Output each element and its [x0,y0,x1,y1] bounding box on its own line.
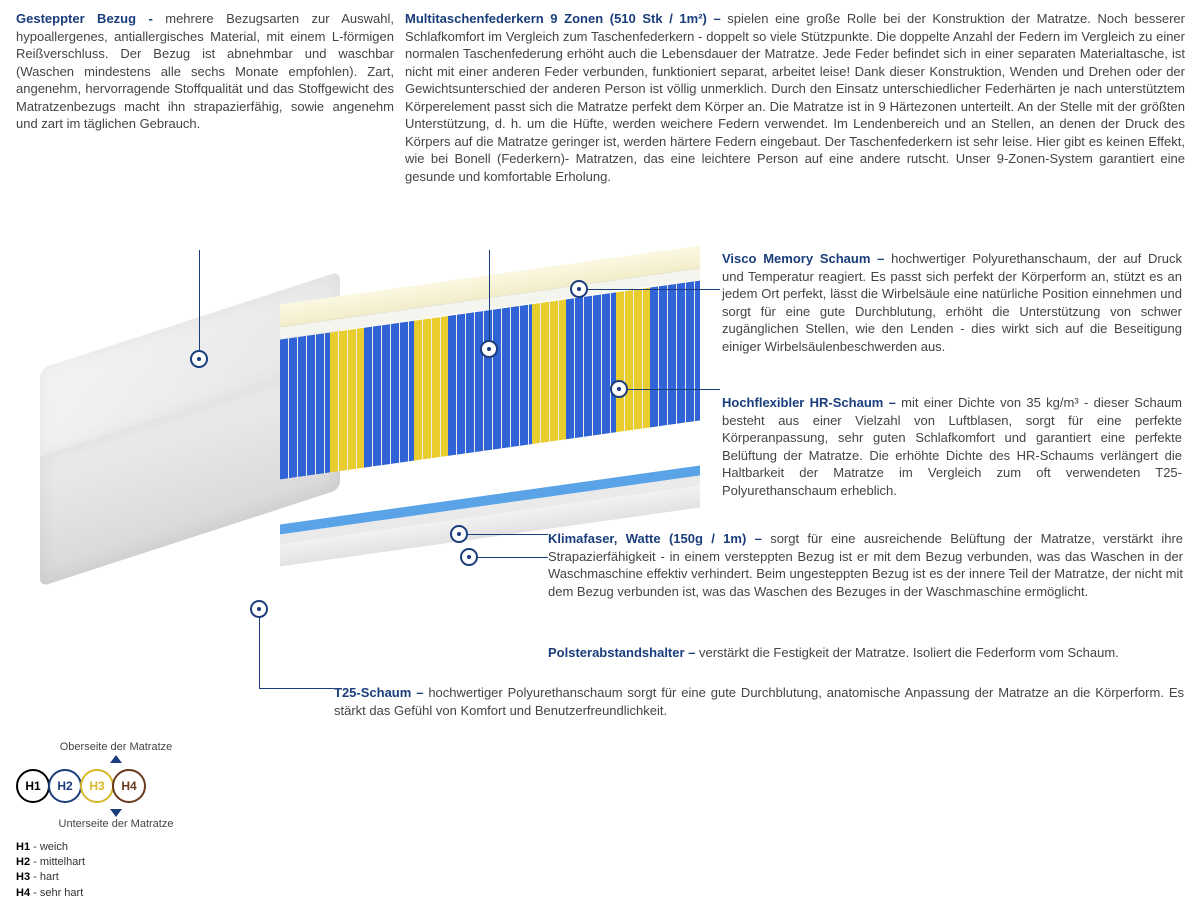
section-hr: Hochflexibler HR-Schaum – mit einer Dich… [722,394,1182,499]
line-polster [478,557,548,558]
hr-title: Hochflexibler HR-Schaum – [722,395,901,410]
line-visco [588,289,720,290]
legend-top-label: Oberseite der Matratze [16,740,216,755]
legend-bottom-label: Unterseite der Matratze [16,817,216,832]
marker-cover [190,350,208,368]
legend-list: H1 - weichH2 - mittelhartH3 - hartH4 - s… [16,840,216,902]
marker-polster [460,548,478,566]
legend-item: H4 - sehr hart [16,886,216,901]
triangle-up-icon [110,755,122,763]
legend-circles: H1H2H3H4 [16,769,216,803]
triangle-down-icon [110,809,122,817]
visco-text: hochwertiger Polyurethanschaum, der auf … [722,251,1182,354]
hardness-circle: H2 [48,769,82,803]
spring-zone [330,328,364,473]
spring-zone [364,321,414,468]
spring-zone [280,332,330,479]
mattress-diagram [30,230,730,650]
section-springs: Multitaschenfederkern 9 Zonen (510 Stk /… [405,10,1185,185]
line-t25-h [259,688,334,689]
hardness-legend: Oberseite der Matratze H1H2H3H4 Untersei… [16,740,216,901]
cover-text: mehrere Bezugsarten zur Auswahl, hypoall… [16,11,394,131]
line-springs-v [489,250,490,340]
t25-title: T25-Schaum – [334,685,428,700]
spring-zone [650,280,700,427]
springs-text: spielen eine große Rolle bei der Konstru… [405,11,1185,184]
hr-text: mit einer Dichte von 35 kg/m³ - dieser S… [722,395,1182,498]
hardness-circle: H4 [112,769,146,803]
hardness-circle: H1 [16,769,50,803]
section-t25: T25-Schaum – hochwertiger Polyurethansch… [334,684,1184,719]
marker-klima [450,525,468,543]
section-cover: Gesteppter Bezug - mehrere Bezugsarten z… [16,10,394,133]
line-hr [628,389,720,390]
section-visco: Visco Memory Schaum – hochwertiger Polyu… [722,250,1182,355]
line-t25-v [259,618,260,688]
springs-title: Multitaschenfederkern 9 Zonen (510 Stk /… [405,11,727,26]
marker-springs [480,340,498,358]
spring-zone [616,288,650,433]
spring-zone [566,292,616,439]
line-klima [468,534,548,535]
marker-t25 [250,600,268,618]
t25-text: hochwertiger Polyurethanschaum sorgt für… [334,685,1184,718]
cover-title: Gesteppter Bezug - [16,11,165,26]
spring-zone [448,304,532,456]
line-cover-v [199,250,200,350]
legend-item: H3 - hart [16,870,216,885]
hardness-circle: H3 [80,769,114,803]
visco-title: Visco Memory Schaum – [722,251,891,266]
legend-item: H1 - weich [16,840,216,855]
marker-hr [610,380,628,398]
spring-zone [414,316,448,461]
polster-text: verstärkt die Festigkeit der Matratze. I… [699,645,1119,660]
legend-item: H2 - mittelhart [16,855,216,870]
spring-zone [532,299,566,444]
marker-visco [570,280,588,298]
